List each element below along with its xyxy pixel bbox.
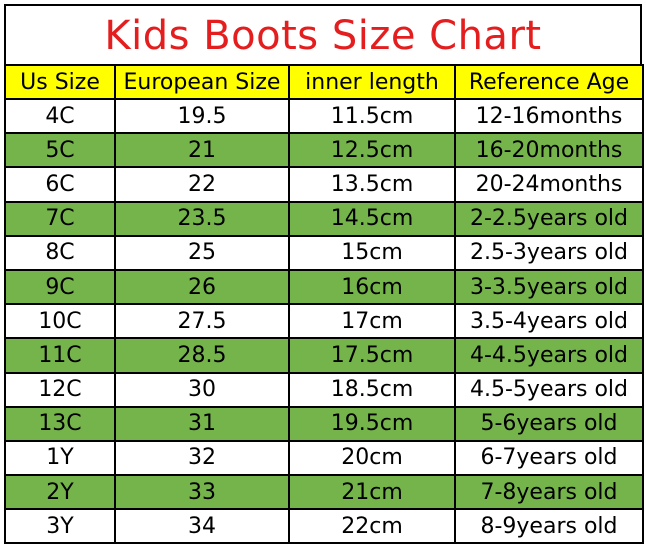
cell-us-size: 11C bbox=[4, 337, 116, 374]
cell-inner-length: 15cm bbox=[288, 234, 456, 271]
header-us-size: Us Size bbox=[4, 64, 116, 100]
cell-european-size: 27.5 bbox=[114, 303, 290, 340]
cell-inner-length: 18.5cm bbox=[288, 371, 456, 408]
cell-reference-age: 4-4.5years old bbox=[454, 337, 644, 374]
cell-european-size: 22 bbox=[114, 166, 290, 203]
table-row: 1Y 32 20cm 6-7years old bbox=[4, 439, 644, 477]
table-row: 12C 30 18.5cm 4.5-5years old bbox=[4, 371, 644, 408]
cell-reference-age: 20-24months bbox=[454, 166, 644, 203]
header-row: Us Size European Size inner length Refer… bbox=[4, 64, 644, 100]
cell-european-size: 33 bbox=[114, 474, 290, 511]
cell-reference-age: 8-9years old bbox=[454, 508, 644, 545]
cell-us-size: 8C bbox=[4, 234, 116, 271]
cell-inner-length: 13.5cm bbox=[288, 166, 456, 203]
table-row: 6C 22 13.5cm 20-24months bbox=[4, 166, 644, 203]
cell-inner-length: 12.5cm bbox=[288, 132, 456, 169]
cell-inner-length: 11.5cm bbox=[288, 97, 456, 135]
table-row: 4C 19.5 11.5cm 12-16months bbox=[4, 97, 644, 135]
cell-reference-age: 2.5-3years old bbox=[454, 234, 644, 271]
cell-reference-age: 6-7years old bbox=[454, 439, 644, 477]
table-row: 11C 28.5 17.5cm 4-4.5years old bbox=[4, 337, 644, 374]
cell-european-size: 34 bbox=[114, 508, 290, 545]
cell-european-size: 31 bbox=[114, 405, 290, 442]
header-inner-length: inner length bbox=[288, 64, 456, 100]
cell-inner-length: 17.5cm bbox=[288, 337, 456, 374]
cell-us-size: 12C bbox=[4, 371, 116, 408]
cell-reference-age: 4.5-5years old bbox=[454, 371, 644, 408]
header-reference-age: Reference Age bbox=[454, 64, 644, 100]
cell-reference-age: 7-8years old bbox=[454, 474, 644, 511]
cell-european-size: 32 bbox=[114, 439, 290, 477]
cell-us-size: 7C bbox=[4, 200, 116, 237]
table-row: 5C 21 12.5cm 16-20months bbox=[4, 132, 644, 169]
cell-european-size: 21 bbox=[114, 132, 290, 169]
cell-european-size: 28.5 bbox=[114, 337, 290, 374]
cell-inner-length: 21cm bbox=[288, 474, 456, 511]
cell-us-size: 13C bbox=[4, 405, 116, 442]
cell-european-size: 19.5 bbox=[114, 97, 290, 135]
table-row: 9C 26 16cm 3-3.5years old bbox=[4, 268, 644, 306]
cell-reference-age: 3.5-4years old bbox=[454, 303, 644, 340]
size-chart-sheet: Kids Boots Size Chart Us Size European S… bbox=[4, 4, 644, 550]
table-row: 8C 25 15cm 2.5-3years old bbox=[4, 234, 644, 271]
cell-us-size: 4C bbox=[4, 97, 116, 135]
cell-reference-age: 2-2.5years old bbox=[454, 200, 644, 237]
cell-reference-age: 16-20months bbox=[454, 132, 644, 169]
table-row: 2Y 33 21cm 7-8years old bbox=[4, 474, 644, 511]
table-row: 10C 27.5 17cm 3.5-4years old bbox=[4, 303, 644, 340]
cell-us-size: 10C bbox=[4, 303, 116, 340]
chart-title: Kids Boots Size Chart bbox=[4, 4, 642, 64]
table-row: 3Y 34 22cm 8-9years old bbox=[4, 508, 644, 545]
table-row: 7C 23.5 14.5cm 2-2.5years old bbox=[4, 200, 644, 237]
cell-inner-length: 14.5cm bbox=[288, 200, 456, 237]
cell-european-size: 23.5 bbox=[114, 200, 290, 237]
cell-inner-length: 16cm bbox=[288, 268, 456, 306]
cell-reference-age: 3-3.5years old bbox=[454, 268, 644, 306]
cell-european-size: 30 bbox=[114, 371, 290, 408]
cell-reference-age: 5-6years old bbox=[454, 405, 644, 442]
cell-inner-length: 19.5cm bbox=[288, 405, 456, 442]
cell-inner-length: 20cm bbox=[288, 439, 456, 477]
cell-inner-length: 17cm bbox=[288, 303, 456, 340]
cell-us-size: 5C bbox=[4, 132, 116, 169]
cell-european-size: 25 bbox=[114, 234, 290, 271]
cell-us-size: 3Y bbox=[4, 508, 116, 545]
cell-us-size: 1Y bbox=[4, 439, 116, 477]
header-european-size: European Size bbox=[114, 64, 290, 100]
cell-inner-length: 22cm bbox=[288, 508, 456, 545]
cell-european-size: 26 bbox=[114, 268, 290, 306]
cell-us-size: 2Y bbox=[4, 474, 116, 511]
table-row: 13C 31 19.5cm 5-6years old bbox=[4, 405, 644, 442]
size-table: Us Size European Size inner length Refer… bbox=[4, 64, 644, 545]
cell-reference-age: 12-16months bbox=[454, 97, 644, 135]
cell-us-size: 6C bbox=[4, 166, 116, 203]
cell-us-size: 9C bbox=[4, 268, 116, 306]
